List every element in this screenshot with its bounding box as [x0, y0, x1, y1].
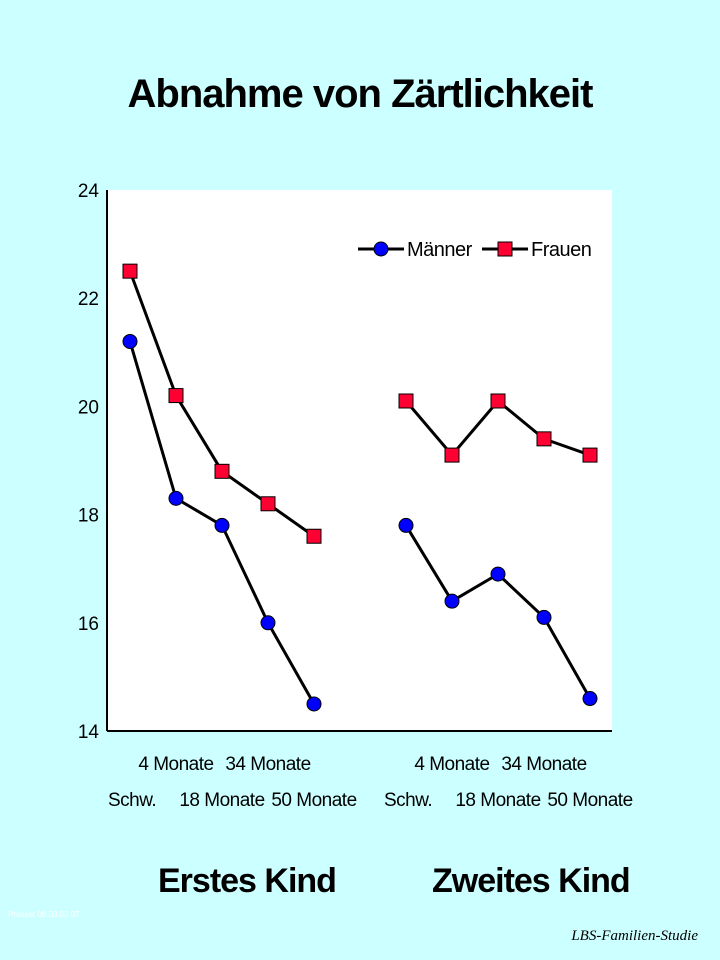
x-tick-label: Schw.: [108, 790, 156, 811]
data-point-frauen: [122, 263, 138, 279]
data-point-frauen: [490, 393, 506, 409]
data-point-frauen: [260, 496, 276, 512]
x-tick-label: 18 Monate: [455, 790, 540, 811]
plot-area: [107, 190, 612, 731]
legend: Männer Frauen: [358, 239, 592, 261]
legend-marker-maenner: [373, 241, 389, 257]
x-tick-label: Schw.: [384, 790, 432, 811]
group-label-first-child: Erstes Kind: [158, 862, 337, 900]
data-point-frauen: [214, 463, 230, 479]
data-point-frauen: [398, 393, 414, 409]
y-tick-label: 20: [78, 397, 99, 418]
y-tick-label: 18: [78, 506, 99, 527]
data-point-maenner: [168, 490, 184, 506]
x-tick-label: 50 Monate: [547, 790, 632, 811]
footnote: Prasset 08.03.03 07: [8, 910, 80, 919]
x-tick-label: 4 Monate: [414, 754, 489, 775]
data-point-frauen: [444, 447, 460, 463]
x-tick-label: 50 Monate: [271, 790, 356, 811]
data-point-maenner: [490, 566, 506, 582]
y-tick-label: 16: [78, 614, 99, 635]
data-point-maenner: [260, 615, 276, 631]
legend-label: Frauen: [531, 239, 591, 261]
data-point-frauen: [582, 447, 598, 463]
legend-label: Männer: [407, 239, 473, 261]
y-tick-label: 14: [78, 722, 100, 743]
x-tick-label: 34 Monate: [225, 754, 310, 775]
data-point-maenner: [306, 696, 322, 712]
data-point-maenner: [122, 333, 138, 349]
data-point-maenner: [398, 517, 414, 533]
group-label-second-child: Zweites Kind: [432, 862, 631, 900]
data-point-maenner: [536, 609, 552, 625]
y-tick-labels: 14 16 18 20 22 24: [78, 181, 100, 743]
y-tick-label: 22: [78, 289, 99, 310]
y-tick-label: 24: [78, 181, 100, 202]
data-point-maenner: [444, 593, 460, 609]
series-layer: [122, 263, 598, 712]
data-point-maenner: [582, 691, 598, 707]
data-point-maenner: [214, 517, 230, 533]
data-point-frauen: [536, 431, 552, 447]
x-tick-label: 4 Monate: [138, 754, 213, 775]
source-label: LBS-Familien-Studie: [571, 928, 698, 944]
x-tick-label: 34 Monate: [501, 754, 586, 775]
x-tick-label: 18 Monate: [179, 790, 264, 811]
legend-marker-frauen: [497, 241, 513, 257]
data-point-frauen: [168, 388, 184, 404]
data-point-frauen: [306, 528, 322, 544]
chart-title: Abnahme von Zärtlichkeit: [127, 72, 594, 116]
x-tick-labels: Schw. 4 Monate 18 Monate 34 Monate 50 Monate…: [108, 754, 633, 811]
